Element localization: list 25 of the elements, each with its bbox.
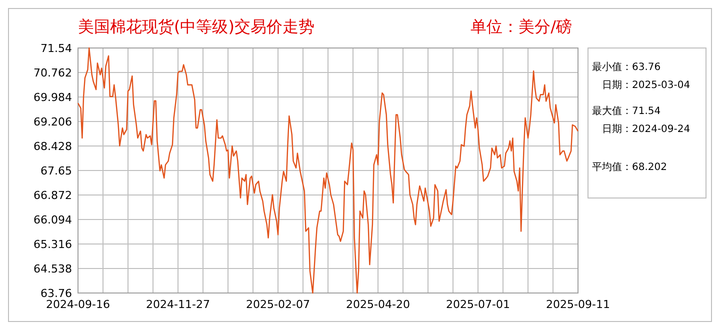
x-tick-label: 2024-09-16: [46, 298, 110, 311]
line-series: [77, 47, 579, 294]
y-tick-label: 67.65: [40, 164, 72, 178]
y-tick-label: 66.872: [34, 188, 72, 202]
y-tick-label: 63.76: [40, 286, 72, 300]
x-tick-label: 2025-07-01: [446, 298, 510, 311]
x-tick-label: 2024-11-27: [146, 298, 210, 311]
text: 日期：2025-03-04: [602, 79, 690, 91]
y-tick-label: 69.984: [34, 90, 72, 104]
y-tick-label: 69.206: [34, 115, 72, 128]
chart-title: 美国棉花现货(中等级)交易价走势: [78, 17, 314, 36]
y-tick-label: 70.762: [34, 66, 72, 80]
chart-subtitle: 单位：美分/磅: [470, 17, 572, 36]
x-tick-label: 2025-09-11: [546, 298, 610, 311]
text: 最大值：71.54: [592, 105, 661, 117]
y-tick-label: 71.54: [40, 42, 72, 55]
y-tick-label: 66.094: [34, 213, 72, 226]
text: 平均值：68.202: [592, 161, 667, 173]
y-tick-label: 64.538: [34, 262, 72, 276]
y-tick-label: 68.428: [34, 140, 72, 153]
x-tick-label: 2025-02-07: [246, 298, 310, 311]
y-tick-label: 65.316: [34, 238, 72, 251]
text: 最小值：63.76: [592, 61, 661, 73]
text: 日期：2024-09-24: [602, 123, 690, 135]
x-tick-label: 2025-04-20: [346, 298, 410, 311]
